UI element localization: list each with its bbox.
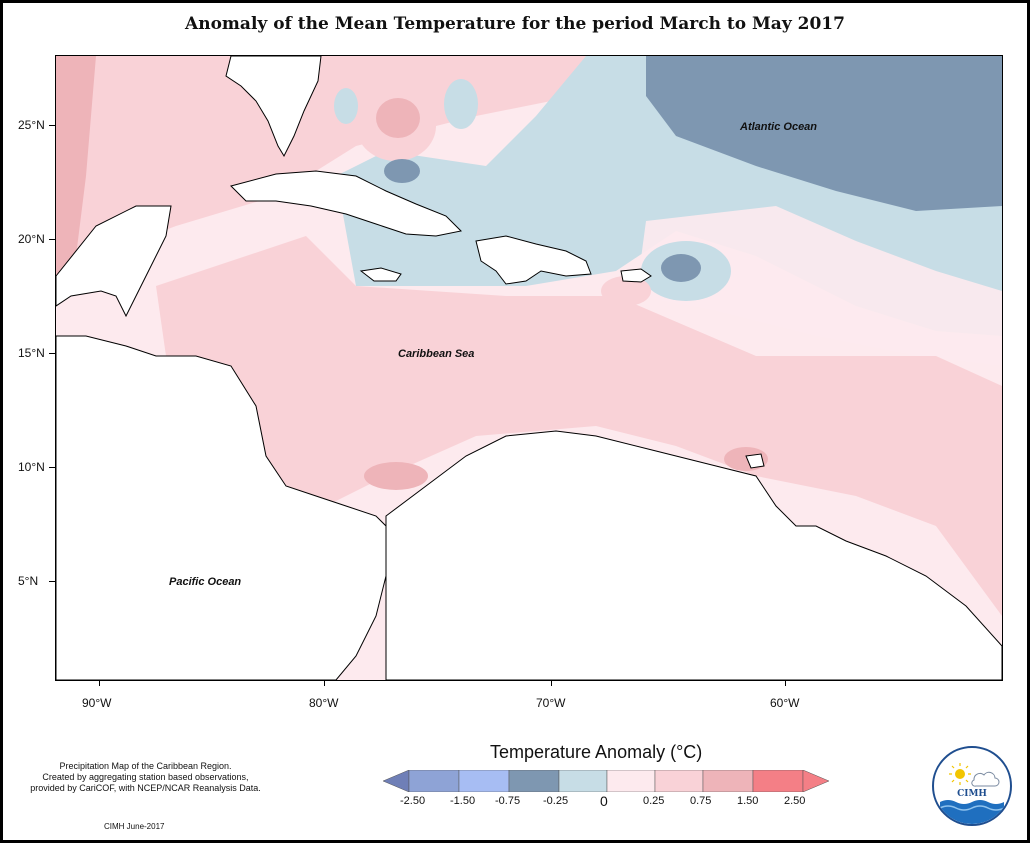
legend-swatch-c4 [508, 770, 560, 792]
legend-swatch-c1 [383, 770, 410, 792]
waves-icon [940, 800, 1004, 824]
lon-tick-mark [99, 680, 100, 686]
credit-text: CIMH June-2017 [104, 822, 165, 831]
land-cuba [230, 170, 463, 237]
legend-label: -0.25 [543, 795, 569, 807]
legend-label: -1.50 [450, 795, 476, 807]
lon-tick-label: 90°W [82, 696, 112, 710]
land-florida [225, 56, 322, 158]
legend-label: 0.75 [690, 795, 712, 807]
land-jamaica [359, 267, 402, 282]
anomaly-blue-small-b [334, 88, 358, 124]
anomaly-strong-pink-bahamas [376, 98, 420, 138]
lat-tick-label: 5°N [18, 574, 39, 588]
legend-label: -0.75 [495, 795, 521, 807]
sun-rays-icon [949, 763, 971, 785]
land-puerto-rico [620, 268, 652, 283]
lon-tick-label: 80°W [309, 696, 339, 710]
anomaly-dark-blue-east-pr [661, 254, 701, 282]
lat-tick-label: 10°N [18, 460, 45, 474]
lat-tick-label: 25°N [18, 118, 45, 132]
note-line: Created by aggregating station based obs… [42, 772, 249, 782]
anomaly-strong-pink-west [56, 56, 96, 276]
legend-label: -2.50 [400, 795, 426, 807]
lat-tick-mark [49, 353, 55, 354]
anomaly-pink-pr [601, 276, 651, 306]
cimh-logo: CIMH [932, 746, 1012, 826]
anomaly-blue-small-a [444, 79, 478, 129]
label-caribbean-sea: Caribbean Sea [398, 348, 475, 360]
data-source-note: Precipitation Map of the Caribbean Regio… [8, 761, 283, 794]
anomaly-dark-blue-cuba [384, 159, 420, 183]
lat-tick-mark [49, 239, 55, 240]
lon-tick-label: 60°W [770, 696, 800, 710]
legend-arrow-high [802, 770, 829, 792]
legend-label: 1.50 [737, 795, 759, 807]
legend-swatch-c3 [458, 770, 510, 792]
label-atlantic-ocean: Atlantic Ocean [740, 121, 818, 133]
legend-swatch-c6 [606, 770, 656, 792]
lon-tick-mark [785, 680, 786, 686]
legend-label: 2.50 [784, 795, 806, 807]
land-central-america [56, 335, 397, 680]
anomaly-near-zero-band [636, 206, 1002, 366]
legend-swatch-c8 [702, 770, 754, 792]
cloud-icon [971, 771, 1000, 787]
anomaly-dark-blue-atlantic [646, 56, 1002, 211]
color-legend-bar [383, 770, 829, 792]
legend-swatch-c5 [558, 770, 608, 792]
map-canvas [56, 56, 1002, 680]
landmasses [56, 56, 1002, 680]
logo-graphic [939, 763, 1005, 824]
legend-swatch-c7 [654, 770, 704, 792]
lon-tick-mark [551, 680, 552, 686]
lon-tick-mark [324, 680, 325, 686]
legend-label: 0.25 [643, 795, 665, 807]
lat-tick-mark [49, 581, 55, 582]
legend-title: Temperature Anomaly (°C) [490, 742, 703, 762]
logo-text: CIMH [957, 789, 987, 799]
label-pacific-ocean: Pacific Ocean [169, 576, 242, 588]
anomaly-strong-pink-colombia [364, 462, 428, 490]
note-line: Precipitation Map of the Caribbean Regio… [59, 761, 232, 771]
land-south-america [385, 430, 1002, 680]
map-title: Anomaly of the Mean Temperature for the … [185, 14, 845, 34]
sun-icon [955, 769, 965, 779]
legend-swatch-c2 [408, 770, 460, 792]
lat-tick-mark [49, 125, 55, 126]
legend-label: 0 [600, 793, 608, 809]
anomaly-pink-caribbean [156, 236, 1002, 616]
land-hispaniola [475, 235, 592, 285]
anomaly-map: Atlantic Ocean Caribbean Sea Pacific Oce… [55, 55, 1003, 681]
wave-line-icon [939, 805, 1005, 811]
lon-tick-label: 70°W [536, 696, 566, 710]
legend-swatch-c9 [752, 770, 804, 792]
lat-tick-mark [49, 467, 55, 468]
note-line: provided by CariCOF, with NCEP/NCAR Rean… [30, 783, 261, 793]
land-trinidad [745, 453, 765, 469]
lat-tick-label: 20°N [18, 232, 45, 246]
land-yucatan [56, 205, 172, 318]
lat-tick-label: 15°N [18, 346, 45, 360]
